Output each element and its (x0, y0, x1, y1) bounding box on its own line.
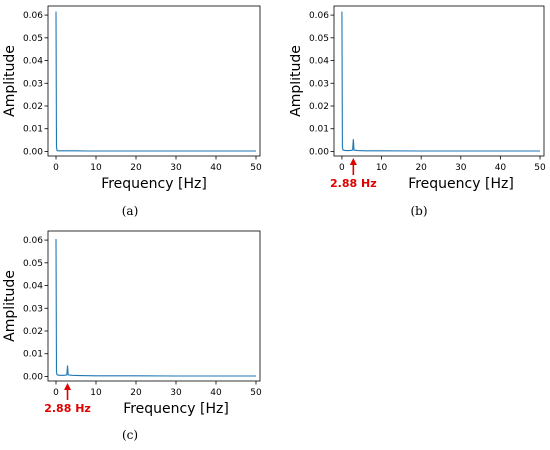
y-tick-label: 0.02 (23, 327, 43, 337)
x-tick-label: 40 (495, 163, 507, 173)
spectrum-line (55, 238, 256, 377)
y-axis-label: Amplitude (2, 45, 18, 117)
x-tick-label: 30 (455, 163, 467, 173)
chart-panel-b: 0 10 20 30 40 50 0.00 0.01 0.02 0.03 0.04 0.05 0.06 F… (288, 0, 550, 205)
y-tick-label: 0.00 (23, 147, 43, 157)
y-tick-label: 0.01 (23, 350, 43, 360)
caption-b: (b) (410, 204, 428, 218)
x-tick-label: 20 (130, 388, 142, 398)
chart-panel-a: 0 10 20 30 40 50 0.00 0.01 0.02 0.03 0.04 0.05 0.06 F… (0, 0, 270, 205)
chart-svg: 0 10 20 30 40 50 0.00 0.01 0.02 0.03 0.04 0.05 0.06 F… (288, 5, 546, 192)
y-tick-label: 0.00 (309, 147, 329, 157)
y-tick-label: 0.02 (23, 102, 43, 112)
y-tick-label: 0.04 (23, 282, 43, 292)
chart-svg: 0 10 20 30 40 50 0.00 0.01 0.02 0.03 0.04 0.05 0.06 F… (2, 230, 262, 417)
plot-frame (47, 5, 261, 157)
spectrum-line (55, 11, 256, 152)
y-tick-label: 0.03 (23, 304, 43, 314)
y-tick-label: 0.01 (309, 125, 329, 135)
x-tick-label: 0 (339, 163, 345, 173)
x-tick-label: 10 (90, 163, 102, 173)
y-tick-label: 0.03 (23, 79, 43, 89)
x-tick-label: 10 (90, 388, 102, 398)
y-axis-label: Amplitude (290, 45, 304, 117)
caption-c: (c) (121, 428, 139, 442)
x-axis-label: Frequency [Hz] (101, 176, 207, 192)
x-tick-label: 0 (53, 388, 59, 398)
y-tick-label: 0.05 (309, 34, 329, 44)
x-tick-label: 20 (415, 163, 427, 173)
y-tick-label: 0.02 (309, 102, 329, 112)
y-tick-label: 0.05 (23, 259, 43, 269)
x-tick-label: 30 (170, 163, 182, 173)
y-axis-label: Amplitude (2, 270, 18, 342)
x-tick-label: 30 (170, 388, 182, 398)
y-tick-label: 0.06 (23, 11, 43, 21)
y-tick-label: 0.05 (23, 34, 43, 44)
chart-svg: 0 10 20 30 40 50 0.00 0.01 0.02 0.03 0.04 0.05 0.06 F… (2, 5, 262, 192)
x-tick-label: 0 (53, 163, 59, 173)
annotation-label: 2.88 Hz (330, 177, 377, 190)
y-tick-label: 0.00 (23, 372, 43, 382)
chart-panel-c: 0 10 20 30 40 50 0.00 0.01 0.02 0.03 0.04 0.05 0.06 F… (0, 225, 270, 430)
annotation-arrowhead (349, 158, 357, 165)
spectrum-line (341, 11, 541, 152)
plot-frame (333, 5, 545, 157)
x-axis-label: Frequency [Hz] (408, 176, 514, 192)
x-tick-label: 50 (250, 388, 262, 398)
y-tick-label: 0.01 (23, 125, 43, 135)
x-tick-label: 10 (376, 163, 388, 173)
y-tick-label: 0.06 (23, 236, 43, 246)
y-tick-label: 0.04 (309, 57, 329, 67)
annotation-label: 2.88 Hz (44, 402, 91, 415)
x-tick-label: 40 (210, 163, 222, 173)
plot-frame (47, 230, 261, 382)
y-tick-label: 0.03 (309, 79, 329, 89)
caption-a: (a) (121, 204, 139, 218)
x-tick-label: 40 (210, 388, 222, 398)
x-tick-label: 20 (130, 163, 142, 173)
x-axis-label: Frequency [Hz] (123, 401, 229, 417)
y-tick-label: 0.04 (23, 57, 43, 67)
y-tick-label: 0.06 (309, 11, 329, 21)
x-tick-label: 50 (250, 163, 262, 173)
annotation-arrowhead (64, 383, 72, 390)
x-tick-label: 50 (534, 163, 546, 173)
